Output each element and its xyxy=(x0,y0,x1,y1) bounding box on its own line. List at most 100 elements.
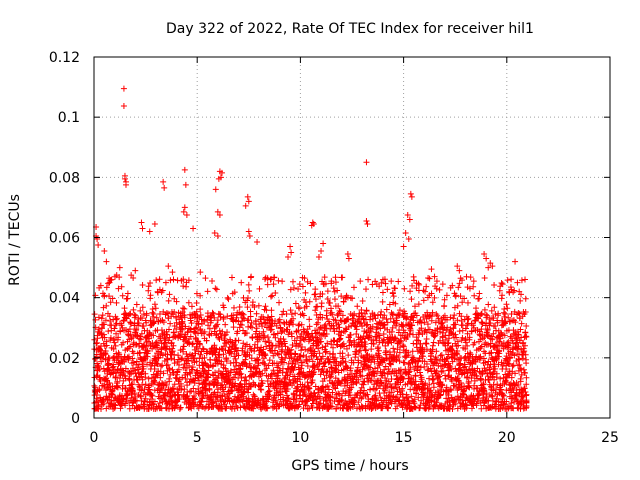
data-point xyxy=(354,303,361,310)
data-point xyxy=(271,331,278,338)
data-point xyxy=(179,355,186,362)
data-point xyxy=(207,313,214,320)
data-point xyxy=(171,309,178,316)
data-point xyxy=(162,404,169,411)
data-point xyxy=(151,220,158,227)
data-point xyxy=(290,315,297,322)
data-point xyxy=(165,263,172,270)
data-point xyxy=(279,346,286,353)
data-point xyxy=(210,403,217,410)
data-point xyxy=(139,225,146,232)
data-point xyxy=(231,393,238,400)
data-point xyxy=(180,343,187,350)
data-point xyxy=(268,375,275,382)
data-point xyxy=(502,311,509,318)
data-point xyxy=(92,316,99,323)
data-point xyxy=(234,328,241,335)
data-point xyxy=(130,306,137,313)
data-point xyxy=(148,391,155,398)
data-point xyxy=(144,350,151,357)
data-point xyxy=(241,315,248,322)
data-point xyxy=(320,240,327,247)
data-point xyxy=(215,334,222,341)
data-point xyxy=(306,298,313,305)
data-point xyxy=(137,349,143,356)
data-point xyxy=(187,370,194,377)
data-point xyxy=(298,321,305,328)
data-point xyxy=(129,402,136,409)
data-point xyxy=(264,275,271,282)
data-point xyxy=(179,318,186,325)
data-point xyxy=(153,314,160,321)
data-point xyxy=(206,386,213,393)
y-axis-label: ROTI / TECUs xyxy=(7,194,23,286)
data-point xyxy=(275,351,282,358)
data-point xyxy=(167,277,174,284)
data-point xyxy=(117,328,124,335)
data-point xyxy=(163,362,170,369)
data-point xyxy=(212,186,219,193)
data-point xyxy=(522,329,529,336)
data-point xyxy=(270,367,277,374)
data-point xyxy=(100,365,107,372)
data-point xyxy=(517,297,524,304)
data-point xyxy=(146,331,153,338)
data-point xyxy=(132,370,139,377)
data-point xyxy=(264,378,271,385)
data-point xyxy=(136,340,143,347)
data-point xyxy=(181,166,188,173)
data-point xyxy=(162,279,169,286)
data-point xyxy=(220,351,227,358)
data-point xyxy=(472,305,479,312)
data-point xyxy=(192,396,199,403)
data-point xyxy=(156,276,163,283)
data-point xyxy=(297,333,304,340)
data-point xyxy=(188,320,195,327)
data-point xyxy=(289,341,296,348)
data-point xyxy=(106,293,113,300)
data-point xyxy=(139,381,146,388)
data-point xyxy=(190,401,197,408)
data-point xyxy=(131,367,138,374)
data-point xyxy=(139,281,146,288)
data-point xyxy=(193,358,200,365)
data-point xyxy=(116,375,123,382)
data-point xyxy=(291,355,298,362)
data-point xyxy=(212,285,219,292)
data-point xyxy=(129,355,136,362)
data-point xyxy=(211,314,218,321)
data-point xyxy=(168,339,175,346)
data-point xyxy=(236,371,243,378)
y-tick-label: 0.02 xyxy=(49,351,80,367)
data-point xyxy=(181,204,188,211)
data-point xyxy=(157,337,164,344)
data-point xyxy=(405,236,412,243)
data-point xyxy=(156,310,163,317)
data-point xyxy=(464,322,471,329)
data-point xyxy=(231,374,238,381)
data-point xyxy=(288,346,295,353)
data-point xyxy=(98,315,105,322)
y-tick-label: 0.1 xyxy=(58,110,80,126)
data-point xyxy=(261,332,268,339)
data-point xyxy=(214,232,221,239)
data-point xyxy=(105,280,112,287)
data-point xyxy=(111,405,118,412)
data-point xyxy=(425,275,432,282)
data-point xyxy=(133,327,140,334)
data-point xyxy=(182,375,189,382)
data-point xyxy=(253,325,260,332)
data-point xyxy=(180,276,187,283)
data-point xyxy=(213,286,220,293)
data-point xyxy=(96,387,103,394)
data-point xyxy=(164,356,171,363)
data-point xyxy=(146,335,153,342)
data-point xyxy=(225,296,232,303)
data-point xyxy=(332,279,339,286)
data-point xyxy=(508,276,515,283)
data-point xyxy=(222,331,229,338)
data-point xyxy=(102,317,109,324)
data-point xyxy=(225,394,232,401)
data-point xyxy=(362,347,369,354)
data-point xyxy=(133,301,140,308)
